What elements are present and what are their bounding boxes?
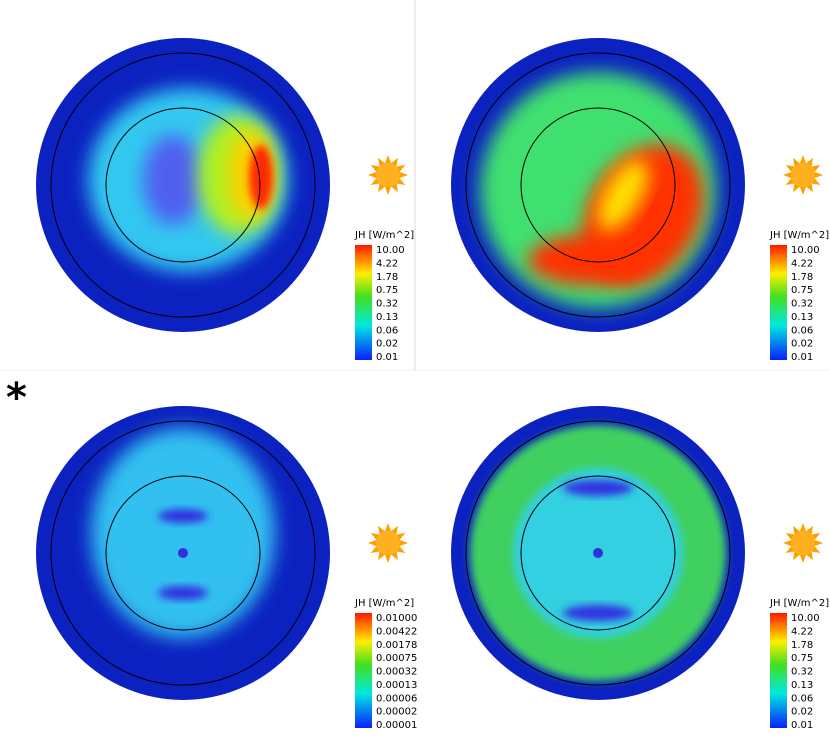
colorbar (355, 613, 372, 728)
colorbar-tick-label: 0.06 (791, 693, 813, 704)
colorbar-tick-label: 0.32 (376, 299, 398, 310)
colorbar-tick-label: 0.32 (791, 299, 813, 310)
sun-icon (791, 531, 815, 555)
colorbar (355, 245, 372, 360)
ring (105, 107, 261, 263)
colorbar-tick-label: 0.00075 (376, 653, 417, 664)
ring (50, 420, 316, 686)
colorbar (770, 613, 787, 728)
colorbar-tick-label: 0.13 (376, 312, 398, 323)
field (563, 605, 633, 621)
ring (465, 420, 731, 686)
colorbar-tick-label: 0.00013 (376, 680, 417, 691)
colorbar-tick-label: 0.00006 (376, 693, 417, 704)
field (593, 548, 603, 558)
field (158, 509, 208, 523)
colorbar-tick-label: 4.22 (791, 626, 813, 637)
colorbar (770, 245, 787, 360)
colorbar-tick-label: 0.75 (376, 285, 398, 296)
field (249, 145, 273, 209)
colorbar-tick-label: 0.06 (791, 325, 813, 336)
ring (520, 107, 676, 263)
colorbar-tick-label: 0.01 (791, 720, 813, 731)
colorbar-tick-label: 0.32 (791, 667, 813, 678)
colorbar-tick-label: 0.13 (791, 680, 813, 691)
sun-icon (791, 163, 815, 187)
colorbar-tick-label: 1.78 (791, 640, 813, 651)
colorbar-title: JH [W/m^2] (354, 230, 414, 241)
colorbar-tick-label: 0.01 (376, 352, 398, 363)
field (91, 428, 275, 638)
colorbar-tick-label: 0.02 (791, 339, 813, 350)
colorbar-tick-label: 10.00 (791, 245, 820, 256)
colorbar-tick-label: 0.00001 (376, 720, 417, 731)
colorbar-tick-label: 10.00 (376, 245, 405, 256)
colorbar-tick-label: 0.75 (791, 653, 813, 664)
colorbar-tick-label: 0.00178 (376, 640, 417, 651)
colorbar-title: JH [W/m^2] (769, 230, 829, 241)
colorbar-tick-label: 0.01000 (376, 613, 417, 624)
colorbar-tick-label: 0.02 (791, 707, 813, 718)
colorbar-title: JH [W/m^2] (354, 598, 414, 609)
sun-icon (376, 163, 400, 187)
field (528, 235, 648, 285)
marker: * (6, 375, 27, 421)
colorbar-tick-label: 0.75 (791, 285, 813, 296)
colorbar-tick-label: 0.00032 (376, 667, 417, 678)
sun-icon (376, 531, 400, 555)
field (158, 586, 208, 600)
field (597, 159, 649, 231)
colorbar-tick-label: 0.01 (791, 352, 813, 363)
colorbar-tick-label: 0.00002 (376, 707, 417, 718)
colorbar-tick-label: 0.06 (376, 325, 398, 336)
ring (465, 52, 731, 318)
ring (520, 475, 676, 631)
colorbar-tick-label: 0.13 (791, 312, 813, 323)
ring (105, 475, 261, 631)
colorbar-tick-label: 1.78 (791, 272, 813, 283)
colorbar-title: JH [W/m^2] (769, 598, 829, 609)
field (143, 135, 203, 225)
colorbar-tick-label: 1.78 (376, 272, 398, 283)
colorbar-tick-label: 0.00422 (376, 626, 417, 637)
field (563, 480, 633, 496)
colorbar-tick-label: 10.00 (791, 613, 820, 624)
ring (50, 52, 316, 318)
colorbar-tick-label: 4.22 (791, 258, 813, 269)
colorbar-tick-label: 0.02 (376, 339, 398, 350)
field (178, 548, 188, 558)
colorbar-tick-label: 4.22 (376, 258, 398, 269)
